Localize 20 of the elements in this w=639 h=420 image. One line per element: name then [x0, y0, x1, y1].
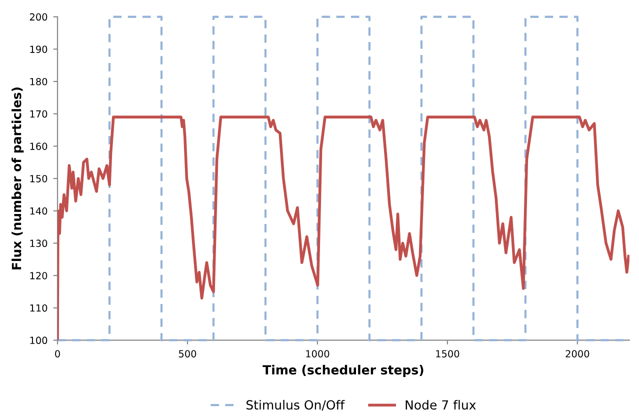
x-tick-label: 1000 — [306, 350, 330, 358]
y-tick-label: 100 — [30, 336, 48, 344]
y-tick-label: 170 — [30, 110, 48, 118]
y-tick-label: 180 — [30, 78, 48, 86]
y-axis-title: Flux (number of particles) — [12, 88, 24, 270]
y-tick-label: 200 — [30, 13, 48, 21]
x-tick-label: 1500 — [436, 350, 460, 358]
x-tick-label: 0 — [55, 350, 60, 358]
legend-label: Stimulus On/Off — [246, 400, 345, 411]
legend-label: Node 7 flux — [406, 400, 476, 410]
y-tick-label: 150 — [30, 174, 48, 182]
y-tick-label: 110 — [30, 304, 48, 312]
y-tick-label: 140 — [30, 207, 48, 215]
y-tick-label: 190 — [30, 46, 48, 53]
y-tick-label: 120 — [30, 272, 48, 280]
y-tick-label: 160 — [30, 142, 48, 150]
x-axis-title: Time (scheduler steps) — [262, 364, 424, 377]
x-tick-label: 2000 — [566, 350, 590, 358]
x-tick-label: 500 — [178, 350, 196, 358]
y-tick-label: 130 — [30, 240, 48, 248]
